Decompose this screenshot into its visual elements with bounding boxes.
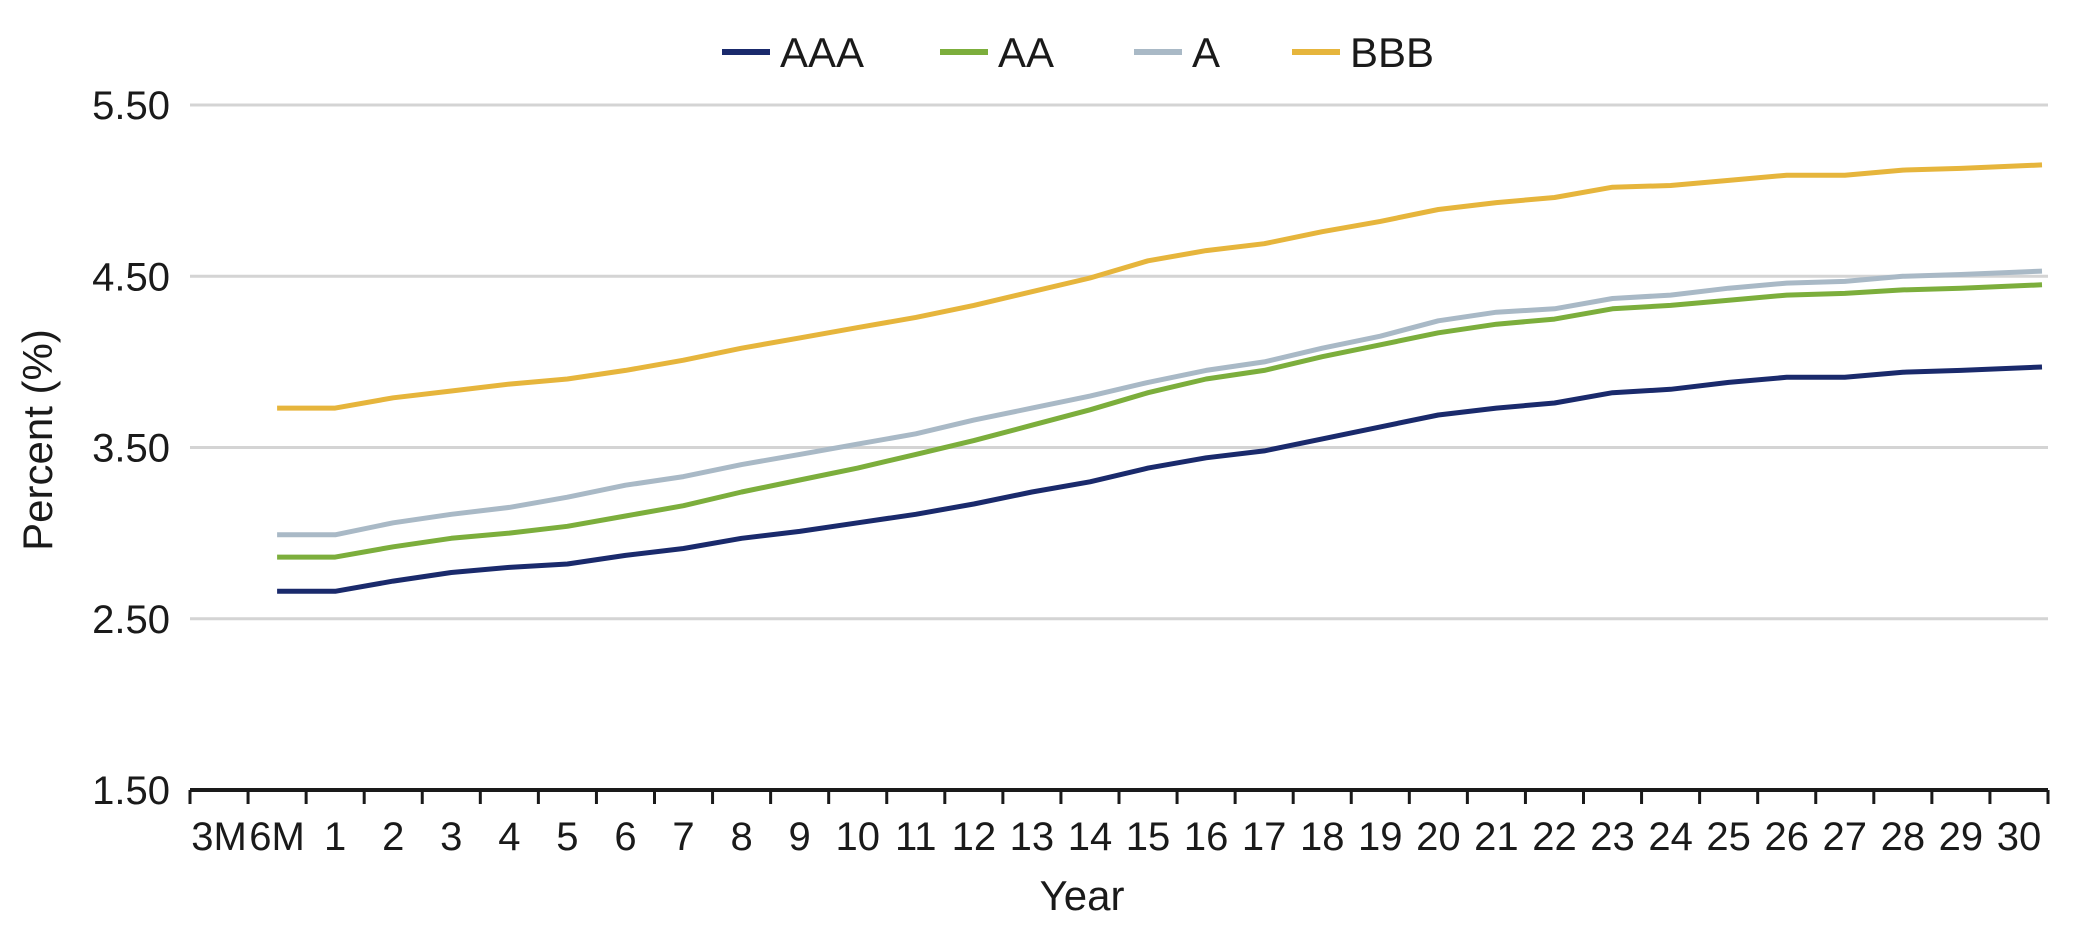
x-tick-label: 1 <box>324 815 346 859</box>
x-tick-label: 18 <box>1300 815 1345 859</box>
y-tick-label: 5.50 <box>92 84 170 128</box>
legend: AAA AA A BBB <box>722 29 1434 76</box>
x-tick-label: 14 <box>1068 815 1113 859</box>
x-tick-label: 26 <box>1764 815 1809 859</box>
x-tick-label: 30 <box>1997 815 2042 859</box>
legend-item-a: A <box>1134 29 1220 76</box>
x-tick-label: 8 <box>730 815 752 859</box>
legend-item-aa: AA <box>940 29 1054 76</box>
x-tick-label: 2 <box>382 815 404 859</box>
x-tick-label: 24 <box>1648 815 1693 859</box>
legend-label: AA <box>998 29 1054 76</box>
x-tick-label: 22 <box>1532 815 1577 859</box>
grid-lines <box>190 103 2048 621</box>
x-tick-label: 28 <box>1881 815 1926 859</box>
x-tick-label: 6M <box>249 815 305 859</box>
x-tick-label: 17 <box>1242 815 1287 859</box>
x-tick-label: 3 <box>440 815 462 859</box>
y-tick-label: 2.50 <box>92 598 170 642</box>
x-tick-label: 20 <box>1416 815 1461 859</box>
legend-label: AAA <box>780 29 864 76</box>
x-tick-label: 5 <box>556 815 578 859</box>
series-line-aa <box>277 282 2043 560</box>
x-tick-label: 16 <box>1184 815 1229 859</box>
legend-label: A <box>1192 29 1220 76</box>
x-tick-label: 11 <box>895 815 937 859</box>
y-tick-label: 4.50 <box>92 255 170 299</box>
legend-item-aaa: AAA <box>722 29 864 76</box>
x-tick-label: 23 <box>1590 815 1635 859</box>
series-line-a <box>277 268 2043 538</box>
y-tick-label: 1.50 <box>92 769 170 813</box>
y-axis-ticks: 1.50 2.50 3.50 4.50 5.50 <box>92 84 170 813</box>
x-tick-label: 6 <box>614 815 636 859</box>
series-line-bbb <box>277 162 2043 411</box>
series-lines <box>277 162 2043 594</box>
legend-label: BBB <box>1350 29 1434 76</box>
x-axis: 3M 6M 1 2 3 4 5 6 7 8 9 10 11 12 13 14 15 16 17 18 19 20 21 22 2… <box>188 788 2050 859</box>
x-tick-label: 15 <box>1126 815 1171 859</box>
x-axis-label: Year <box>1040 872 1125 919</box>
series-line-aaa <box>277 364 2043 594</box>
x-tick-label: 25 <box>1706 815 1751 859</box>
x-tick-label: 27 <box>1823 815 1868 859</box>
x-tick-label: 13 <box>1010 815 1055 859</box>
x-tick-label: 12 <box>952 815 997 859</box>
x-tick-label: 29 <box>1939 815 1984 859</box>
x-tick-label: 21 <box>1474 815 1519 859</box>
y-axis-label: Percent (%) <box>14 329 61 551</box>
y-tick-label: 3.50 <box>92 427 170 471</box>
x-tick-label: 4 <box>498 815 520 859</box>
legend-item-bbb: BBB <box>1292 29 1434 76</box>
x-tick-label: 7 <box>672 815 694 859</box>
x-tick-label: 9 <box>789 815 811 859</box>
x-tick-label: 10 <box>835 815 880 859</box>
x-tick-label: 3M <box>191 815 247 859</box>
x-tick-label: 19 <box>1358 815 1403 859</box>
